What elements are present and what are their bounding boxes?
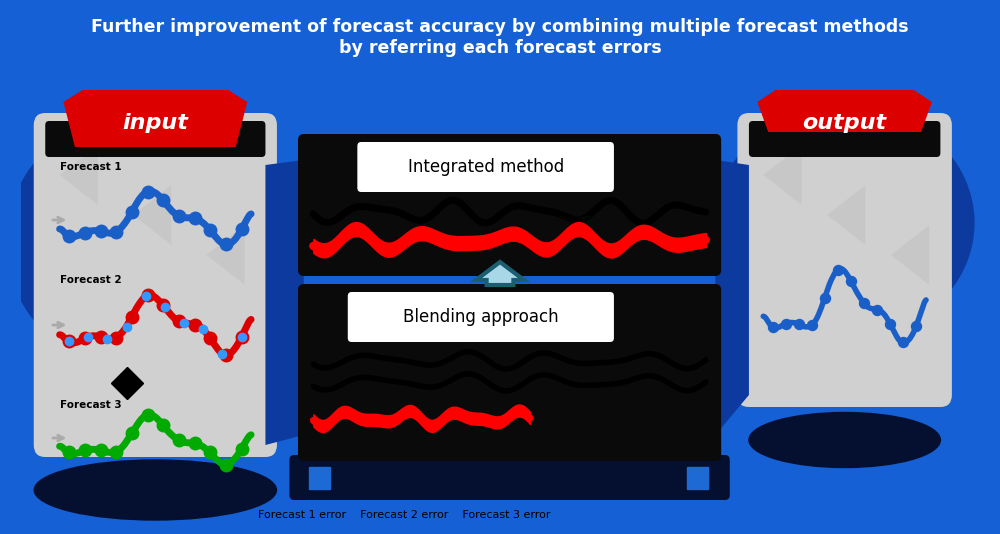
Polygon shape (133, 185, 171, 245)
FancyBboxPatch shape (749, 121, 940, 157)
Text: Forecast 1: Forecast 1 (60, 162, 121, 172)
Ellipse shape (715, 107, 974, 339)
Text: Forecast 2: Forecast 2 (60, 275, 121, 285)
FancyArrow shape (476, 262, 524, 285)
Polygon shape (60, 145, 98, 205)
Text: Integrated method: Integrated method (408, 158, 564, 176)
Ellipse shape (34, 460, 276, 520)
FancyBboxPatch shape (45, 121, 265, 157)
Text: Forecast 1 error    Forecast 2 error    Forecast 3 error: Forecast 1 error Forecast 2 error Foreca… (258, 510, 551, 520)
Polygon shape (715, 160, 749, 435)
FancyBboxPatch shape (289, 455, 730, 500)
Polygon shape (891, 225, 929, 285)
Bar (687, 467, 708, 489)
Text: input: input (122, 113, 188, 133)
Polygon shape (63, 90, 247, 147)
FancyBboxPatch shape (298, 284, 721, 461)
Text: Further improvement of forecast accuracy by combining multiple forecast methods
: Further improvement of forecast accuracy… (91, 18, 909, 57)
Polygon shape (827, 185, 865, 245)
Bar (309, 467, 330, 489)
Polygon shape (265, 160, 304, 445)
Text: output: output (803, 113, 887, 133)
FancyBboxPatch shape (298, 134, 721, 276)
Ellipse shape (7, 107, 304, 377)
Polygon shape (206, 225, 245, 285)
FancyBboxPatch shape (357, 142, 614, 192)
Polygon shape (757, 90, 932, 132)
FancyBboxPatch shape (34, 113, 277, 457)
Polygon shape (763, 145, 802, 205)
Text: Blending approach: Blending approach (403, 308, 559, 326)
FancyBboxPatch shape (348, 292, 614, 342)
Text: Forecast 3: Forecast 3 (60, 400, 121, 410)
FancyBboxPatch shape (737, 113, 952, 407)
Ellipse shape (749, 412, 940, 467)
